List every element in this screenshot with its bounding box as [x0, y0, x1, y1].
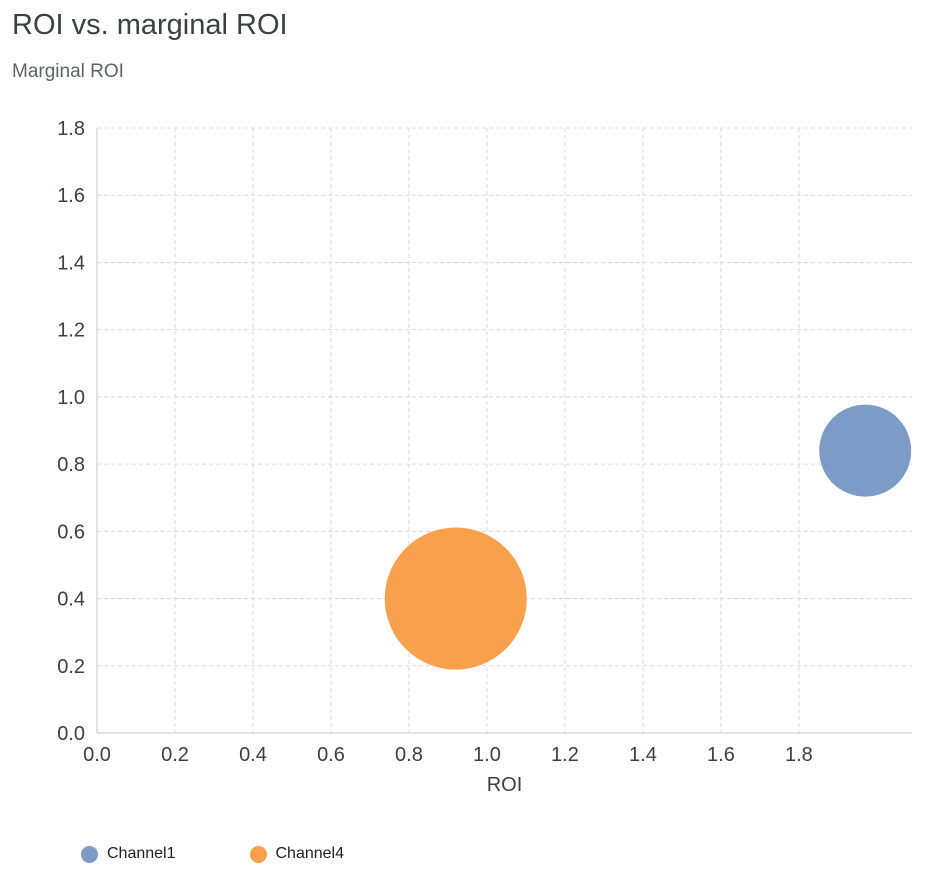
svg-text:1.6: 1.6 [707, 744, 735, 766]
chart-title: ROI vs. marginal ROI [12, 9, 288, 41]
legend-item-channel4[interactable]: Channel4 [249, 845, 345, 863]
y-axis-title: Marginal ROI [12, 61, 124, 82]
svg-text:1.2: 1.2 [551, 744, 579, 766]
bubble-channel1[interactable] [819, 404, 912, 497]
legend-swatch-channel1-icon [81, 845, 98, 863]
svg-text:0.8: 0.8 [395, 744, 423, 766]
x-axis-title: ROI [486, 774, 523, 796]
svg-text:0.8: 0.8 [57, 454, 85, 476]
svg-text:0.2: 0.2 [161, 744, 189, 766]
svg-text:0.4: 0.4 [239, 744, 267, 766]
svg-text:1.4: 1.4 [57, 252, 85, 274]
plot-area: 0.0 0.2 0.4 0.6 0.8 1.0 1.2 1.4 1.6 1.8 0.0 0.2 0.4 0… [57, 118, 912, 766]
svg-text:1.6: 1.6 [57, 185, 85, 207]
legend-item-channel1[interactable]: Channel1 [81, 845, 176, 863]
svg-text:1.2: 1.2 [57, 320, 85, 342]
bubble-channel4[interactable] [384, 527, 527, 670]
svg-text:0.6: 0.6 [317, 744, 345, 766]
svg-text:1.0: 1.0 [57, 387, 85, 409]
svg-text:0.6: 0.6 [57, 521, 85, 543]
legend-label-channel4: Channel4 [275, 845, 345, 862]
svg-text:1.8: 1.8 [57, 118, 85, 140]
legend: Channel1 Channel4 [81, 845, 344, 863]
svg-text:0.0: 0.0 [83, 744, 111, 766]
svg-text:1.8: 1.8 [785, 744, 813, 766]
legend-swatch-channel4-icon [249, 845, 267, 863]
legend-label-channel1: Channel1 [107, 845, 176, 862]
svg-text:0.2: 0.2 [57, 656, 85, 678]
svg-text:0.0: 0.0 [57, 723, 85, 745]
svg-text:1.0: 1.0 [473, 744, 501, 766]
svg-text:1.4: 1.4 [629, 744, 657, 766]
svg-text:0.4: 0.4 [57, 589, 85, 611]
